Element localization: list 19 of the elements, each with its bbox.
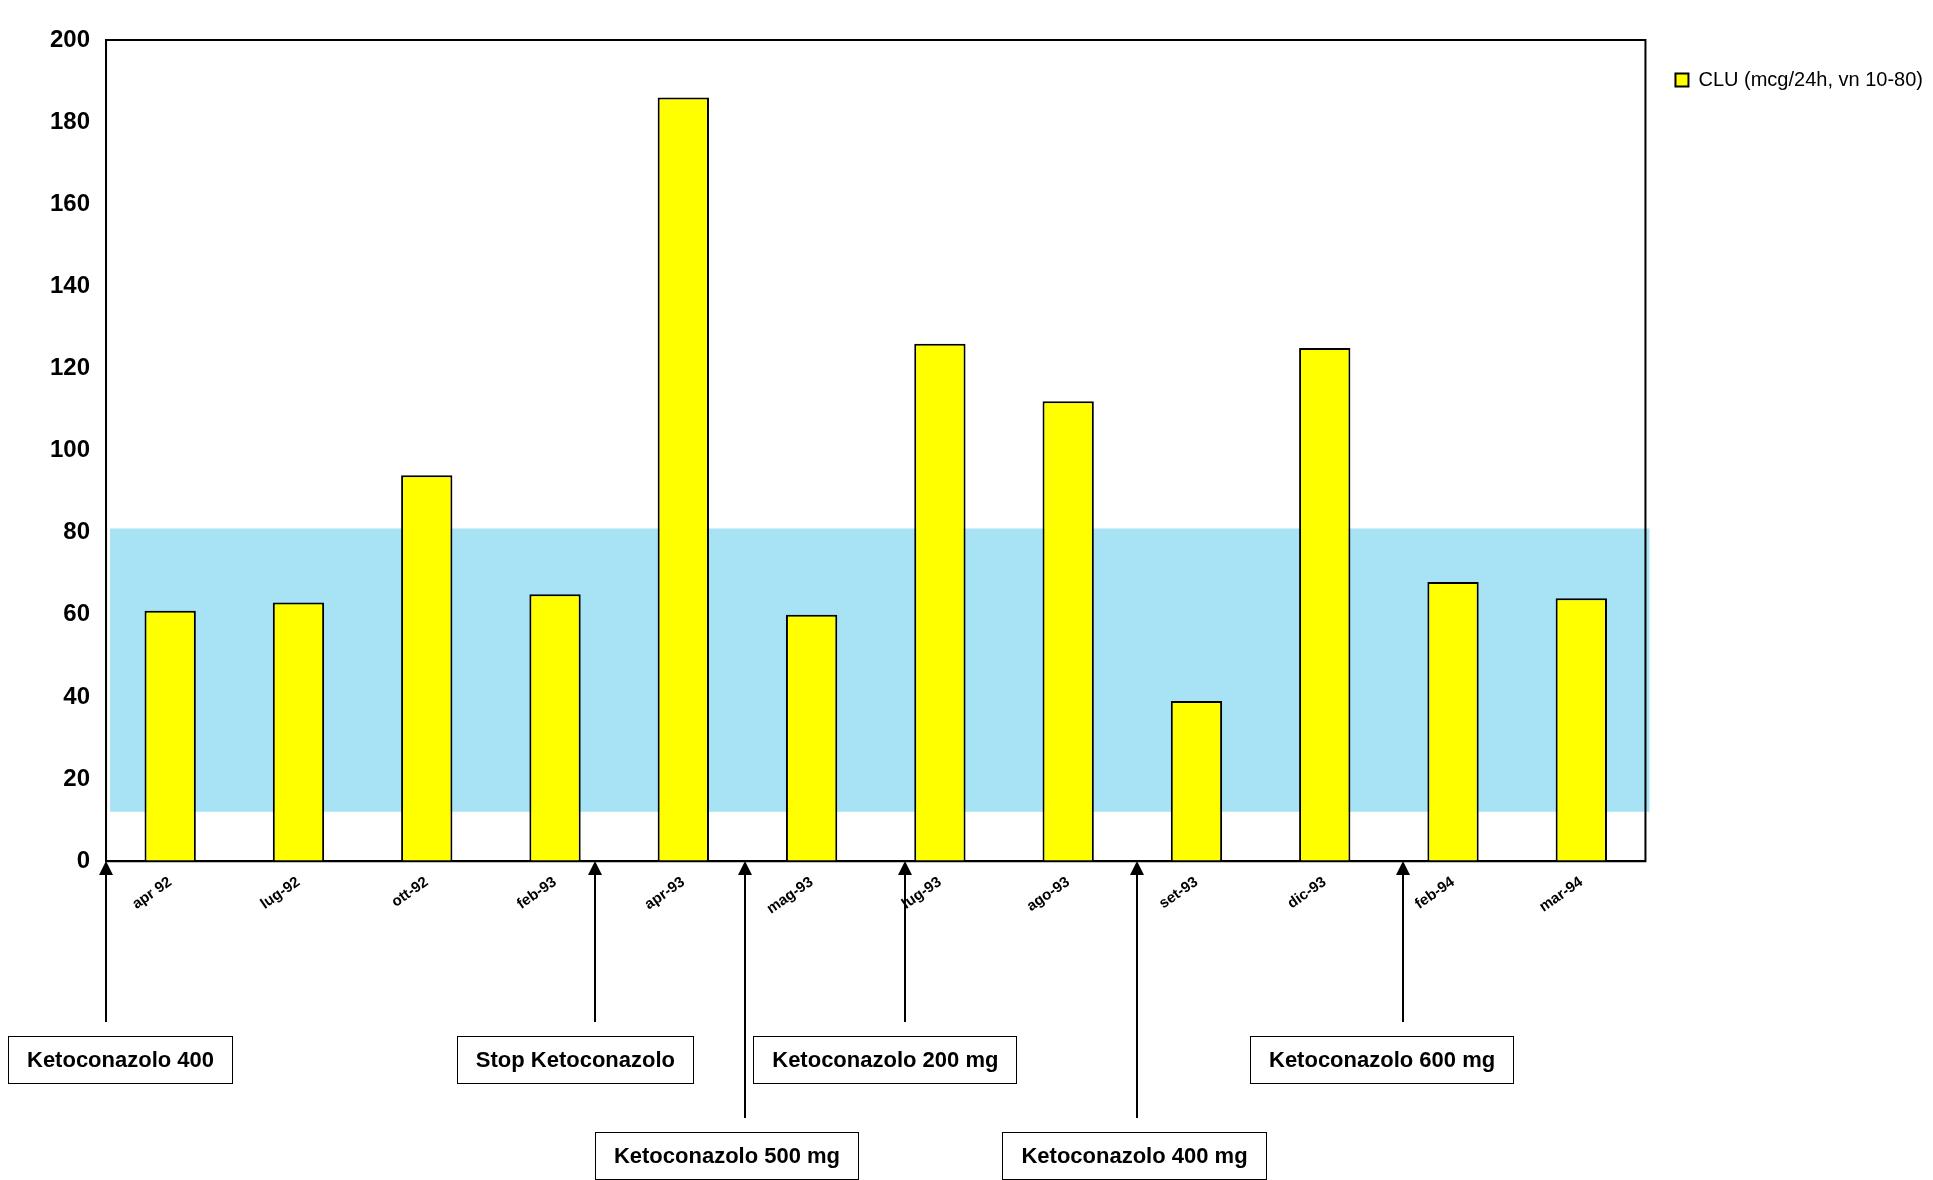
legend-label: CLU (mcg/24h, vn 10-80) bbox=[1698, 67, 1924, 90]
y-tick-label: 200 bbox=[50, 24, 91, 52]
y-tick-label: 100 bbox=[50, 435, 91, 463]
y-tick-label: 180 bbox=[50, 106, 91, 134]
text: Ketoconazolo 400 mg bbox=[1002, 1132, 1267, 1180]
text: Ketoconazolo 600 mg bbox=[1250, 1036, 1515, 1084]
text: Ketoconazolo 400 bbox=[8, 1036, 234, 1084]
x-tick-label: apr 92 bbox=[128, 872, 175, 912]
text: Stop Ketoconazolo bbox=[456, 1036, 695, 1084]
y-tick-label: 120 bbox=[50, 353, 91, 381]
text: Ketoconazolo 500 mg bbox=[594, 1132, 860, 1180]
y-tick-label: 40 bbox=[63, 681, 91, 709]
y-tick-label: 80 bbox=[63, 517, 91, 545]
y-tick-label: 0 bbox=[76, 845, 91, 873]
y-tick-label: 140 bbox=[50, 270, 91, 298]
y-tick-label: 60 bbox=[63, 599, 91, 627]
y-tick-label: 160 bbox=[50, 188, 91, 216]
y-tick-label: 20 bbox=[63, 763, 91, 791]
text: Ketoconazolo 200 mg bbox=[753, 1036, 1018, 1084]
